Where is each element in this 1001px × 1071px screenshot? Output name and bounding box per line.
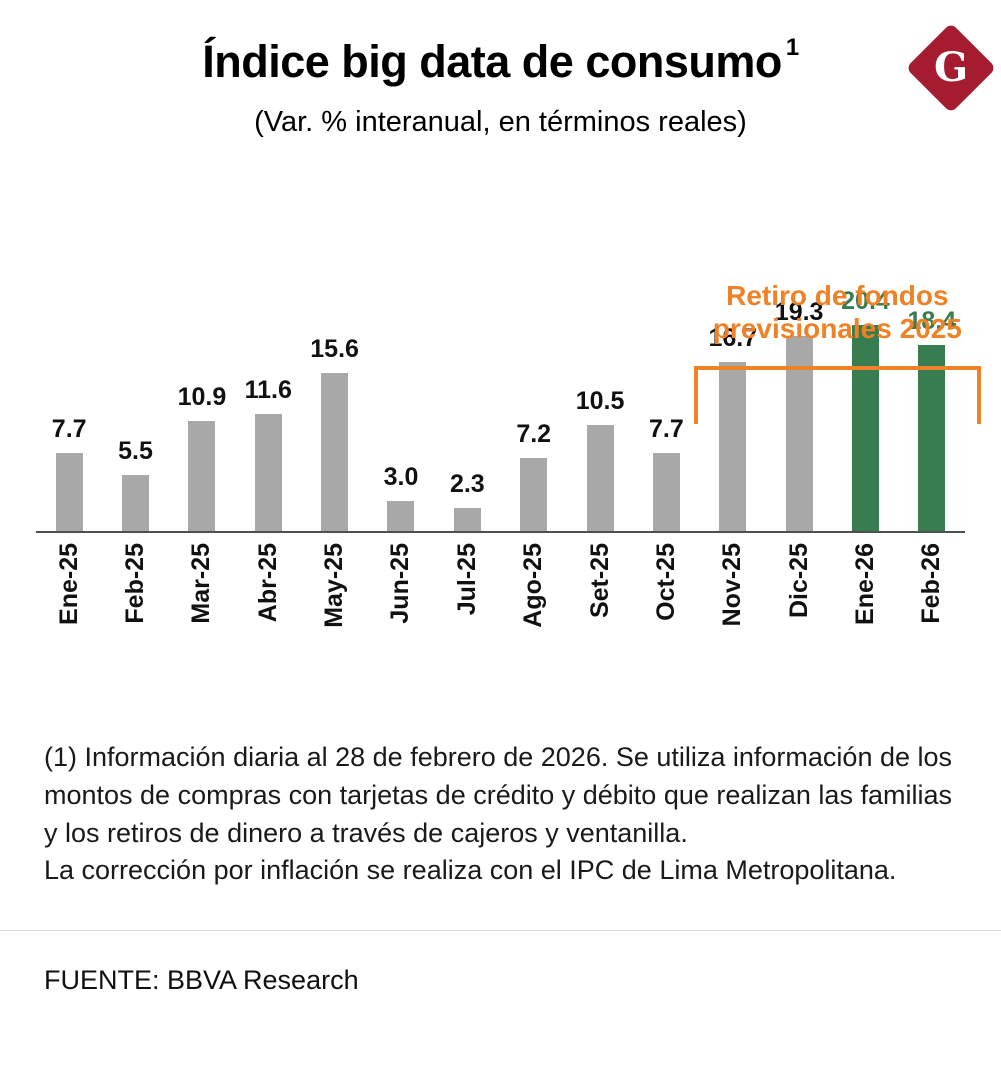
x-axis-tick-label: Mar-25 — [187, 543, 216, 624]
bar-column: 5.5 — [102, 279, 168, 531]
source-label: FUENTE: BBVA Research — [44, 965, 359, 996]
bar — [55, 453, 83, 531]
bar-column: 18.4 — [899, 279, 965, 531]
x-label-column: Nov-25 — [700, 533, 766, 661]
chart-title-text: Índice big data de consumo — [202, 36, 782, 87]
bar-value-label: 7.7 — [649, 415, 684, 443]
bar-value-label: 3.0 — [383, 463, 419, 491]
bar-highlighted — [851, 325, 879, 531]
x-label-column: Abr-25 — [235, 533, 301, 661]
bar — [122, 475, 150, 531]
gestion-logo-letter: G — [933, 43, 969, 91]
bar — [254, 414, 282, 531]
x-label-column: Jul-25 — [434, 533, 500, 661]
x-label-column: Ene-26 — [832, 533, 898, 661]
x-axis-tick-label: Feb-26 — [917, 543, 946, 624]
x-axis-tick-label: Dic-25 — [784, 543, 813, 619]
bar-highlighted — [918, 345, 946, 531]
bar-value-label: 5.5 — [118, 437, 153, 465]
x-label-column: May-25 — [301, 533, 367, 661]
chart-title: Índice big data de consumo 1 — [0, 34, 1001, 88]
x-axis-tick-label: Nov-25 — [718, 543, 747, 627]
chart-subtitle: (Var. % interanual, en términos reales) — [254, 106, 747, 138]
x-axis-tick-label: Jul-25 — [452, 543, 481, 616]
bar-column: 10.5 — [567, 279, 633, 531]
bar-column: 7.7 — [633, 279, 699, 531]
bar-column: 7.7 — [36, 279, 102, 531]
bar-value-label: 10.5 — [575, 387, 625, 415]
annotation-line-2: previsionales 2025 — [712, 313, 962, 345]
bar-value-label: 2.3 — [449, 470, 485, 498]
x-axis-line — [36, 531, 965, 533]
x-axis-tick-label: Jun-25 — [386, 543, 415, 624]
x-label-column: Ene-25 — [36, 533, 102, 661]
bar-value-label: 11.6 — [244, 376, 292, 404]
bar-column: 2.3 — [434, 279, 500, 531]
x-label-column: Set-25 — [567, 533, 633, 661]
divider — [0, 930, 1001, 932]
bar-value-label: 20.4 — [841, 287, 890, 315]
bar-column: 11.6 — [235, 279, 301, 531]
x-label-column: Feb-26 — [899, 533, 965, 661]
x-axis-tick-label: Set-25 — [585, 543, 614, 619]
bar-value-label: 7.2 — [516, 420, 552, 448]
x-axis-tick-label: Ene-25 — [54, 543, 83, 625]
bar — [586, 425, 614, 531]
x-label-column: Mar-25 — [169, 533, 235, 661]
bar-value-label: 16.7 — [708, 324, 758, 352]
x-label-column: Ago-25 — [501, 533, 567, 661]
footnote-line-2: La corrección por inflación se realiza c… — [44, 855, 897, 886]
bar — [520, 458, 548, 531]
x-labels-row: Ene-25 Feb-25 Mar-25 Abr-25 May-25 Jun-25 Jul-… — [36, 533, 965, 661]
bar — [188, 421, 216, 531]
x-axis-tick-label: Feb-25 — [121, 543, 150, 624]
x-axis-tick-label: Ene-26 — [850, 543, 879, 625]
bar-value-label: 10.9 — [177, 383, 227, 411]
bar-column: 16.7 — [700, 279, 766, 531]
bar — [387, 501, 415, 531]
x-label-column: Jun-25 — [368, 533, 434, 661]
bar — [652, 453, 680, 531]
x-axis-tick-label: Abr-25 — [253, 543, 282, 623]
bar — [453, 508, 481, 531]
footnote-line-1: (1) Información diaria al 28 de febrero … — [44, 742, 953, 848]
annotation-label: Retiro de fondos previsionales 2025 — [694, 279, 981, 345]
x-axis-tick-label: Ago-25 — [519, 543, 548, 628]
x-label-column: Oct-25 — [633, 533, 699, 661]
bar-value-label: 19.3 — [774, 298, 824, 326]
x-axis-tick-label: Oct-25 — [651, 543, 680, 621]
bar-column: 10.9 — [169, 279, 235, 531]
x-label-column: Dic-25 — [766, 533, 832, 661]
bar-column: 7.2 — [501, 279, 567, 531]
x-label-column: Feb-25 — [102, 533, 168, 661]
bar-value-label: 7.7 — [51, 415, 87, 443]
bars-row: 7.7 5.5 10.9 11.6 15.6 3.0 2.3 7.2 10.5 7.7 16.7 19… — [36, 279, 965, 531]
bar-value-label: 15.6 — [310, 335, 359, 363]
header: Índice big data de consumo 1 (Var. % inte… — [0, 0, 1001, 139]
footnote-marker: 1 — [785, 34, 799, 61]
bar-column: 20.4 — [832, 279, 898, 531]
footnote: (1) Información diaria al 28 de febrero … — [44, 739, 961, 890]
bar-chart: Retiro de fondos previsionales 2025 7.7 5… — [36, 279, 981, 661]
bar — [719, 362, 747, 531]
bar-column: 3.0 — [368, 279, 434, 531]
bar — [321, 373, 349, 531]
bar-column: 15.6 — [301, 279, 367, 531]
bar-value-label: 18.4 — [907, 307, 957, 335]
annotation-bracket — [693, 366, 981, 424]
x-axis-tick-label: May-25 — [320, 543, 349, 628]
annotation-line-1: Retiro de fondos — [726, 280, 949, 311]
